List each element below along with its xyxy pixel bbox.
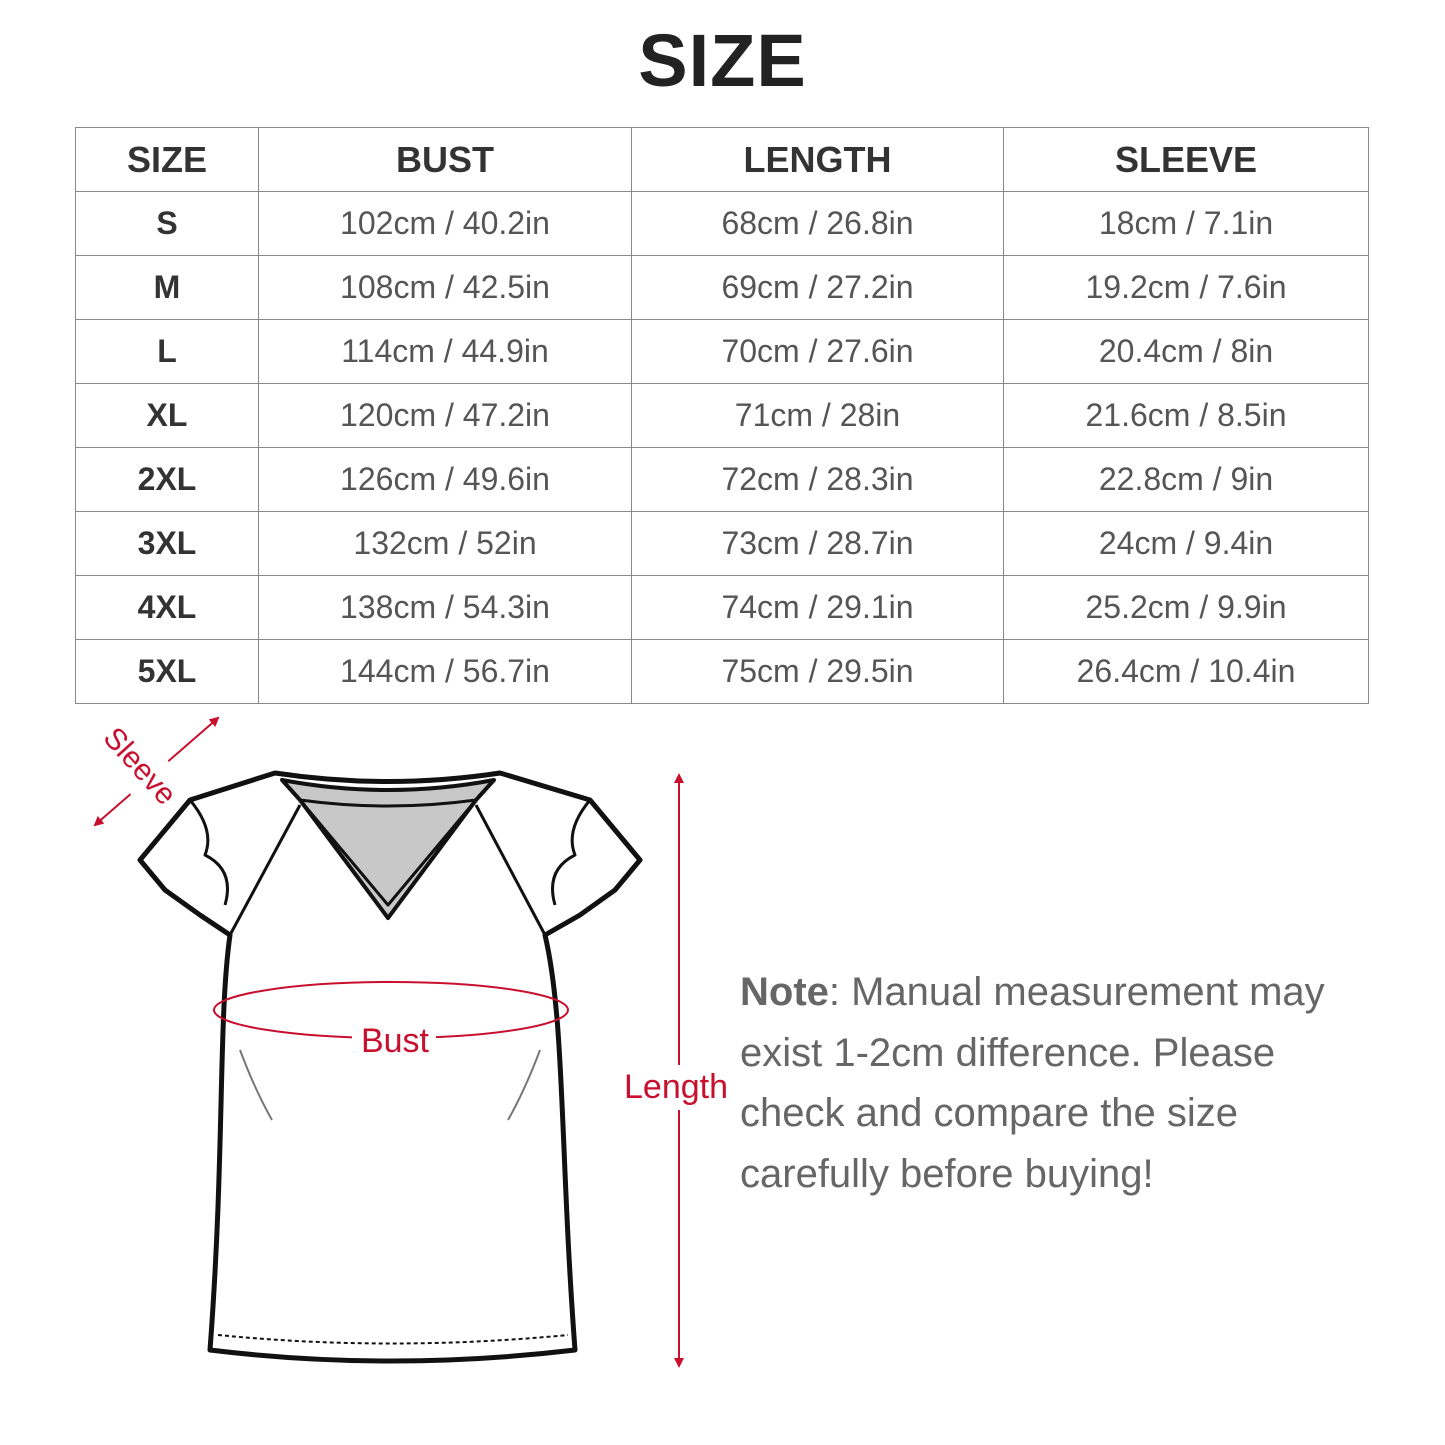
length-cell: 72cm / 28.3in (631, 447, 1004, 512)
table-row: XL 120cm / 47.2in 71cm / 28in 21.6cm / 8.5i… (75, 383, 1369, 448)
header-sleeve: SLEEVE (1003, 127, 1369, 192)
size-cell: 5XL (75, 639, 259, 704)
bust-label: Bust (361, 1022, 430, 1060)
bust-measure: Bust (213, 981, 569, 1060)
table-row: S 102cm / 40.2in 68cm / 26.8in 18cm / 7.1in (75, 191, 1369, 256)
bust-cell: 144cm / 56.7in (258, 639, 632, 704)
sleeve-cell: 18cm / 7.1in (1003, 191, 1369, 256)
size-cell: L (75, 319, 259, 384)
table-row: M 108cm / 42.5in 69cm / 27.2in 19.2cm / 7.6… (75, 255, 1369, 320)
size-table: SIZE BUST LENGTH SLEEVE S 102cm / 40.2in 6… (75, 127, 1369, 704)
length-cell: 70cm / 27.6in (631, 319, 1004, 384)
length-cell: 71cm / 28in (631, 383, 1004, 448)
bust-cell: 138cm / 54.3in (258, 575, 632, 640)
bust-cell: 126cm / 49.6in (258, 447, 632, 512)
header-length: LENGTH (631, 127, 1004, 192)
note: Note: Manual measurement may exist 1-2cm… (740, 962, 1390, 1204)
bust-cell: 132cm / 52in (258, 511, 632, 576)
note-label: Note (740, 970, 829, 1014)
sleeve-cell: 22.8cm / 9in (1003, 447, 1369, 512)
sleeve-cell: 21.6cm / 8.5in (1003, 383, 1369, 448)
size-cell: 3XL (75, 511, 259, 576)
length-cell: 74cm / 29.1in (631, 575, 1004, 640)
table-row: 2XL 126cm / 49.6in 72cm / 28.3in 22.8cm / 9… (75, 447, 1369, 512)
bust-cell: 120cm / 47.2in (258, 383, 632, 448)
length-cell: 73cm / 28.7in (631, 511, 1004, 576)
bust-cell: 114cm / 44.9in (258, 319, 632, 384)
size-cell: S (75, 191, 259, 256)
sleeve-cell: 25.2cm / 9.9in (1003, 575, 1369, 640)
bust-cell: 108cm / 42.5in (258, 255, 632, 320)
shirt-outline (137, 770, 643, 1364)
length-label: Length (624, 1068, 728, 1106)
sleeve-cell: 20.4cm / 8in (1003, 319, 1369, 384)
header-size: SIZE (75, 127, 259, 192)
length-measure: Length (622, 773, 730, 1368)
note-text: : Manual measurement may exist 1-2cm dif… (740, 970, 1325, 1196)
size-cell: XL (75, 383, 259, 448)
sleeve-cell: 26.4cm / 10.4in (1003, 639, 1369, 704)
table-row: 3XL 132cm / 52in 73cm / 28.7in 24cm / 9.4in (75, 511, 1369, 576)
sleeve-cell: 19.2cm / 7.6in (1003, 255, 1369, 320)
sleeve-cell: 24cm / 9.4in (1003, 511, 1369, 576)
length-cell: 69cm / 27.2in (631, 255, 1004, 320)
table-row: L 114cm / 44.9in 70cm / 27.6in 20.4cm / 8in (75, 319, 1369, 384)
page-title: SIZE (638, 19, 807, 102)
size-cell: 4XL (75, 575, 259, 640)
length-cell: 68cm / 26.8in (631, 191, 1004, 256)
table-row: 5XL 144cm / 56.7in 75cm / 29.5in 26.4cm / 1… (75, 639, 1369, 704)
length-cell: 75cm / 29.5in (631, 639, 1004, 704)
table-row: 4XL 138cm / 54.3in 74cm / 29.1in 25.2cm / 9… (75, 575, 1369, 640)
